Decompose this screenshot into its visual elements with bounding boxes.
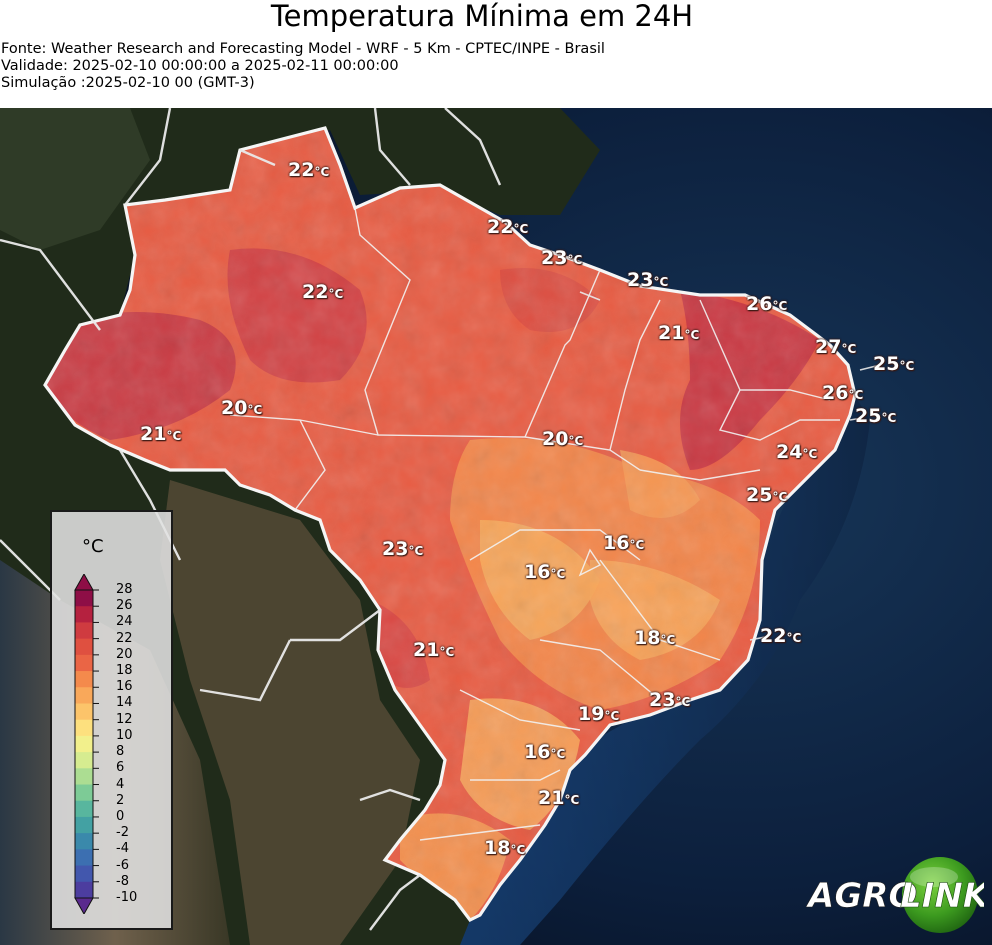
scale-tick-label: -4 bbox=[116, 841, 129, 857]
scale-color-step bbox=[75, 800, 93, 818]
temp-label: 25°C bbox=[873, 353, 915, 375]
color-scale-legend: °C 28 26 24 22 20 18 16 14 12 10 8 6 4 2 0 -2 -4 -6 -8 -10 bbox=[50, 510, 173, 930]
scale-color-step bbox=[75, 703, 93, 721]
scale-tick-label: 22 bbox=[116, 630, 133, 646]
scale-tick-label: 14 bbox=[116, 695, 133, 711]
temp-label: 16°C bbox=[603, 532, 645, 554]
scale-color-step bbox=[75, 865, 93, 883]
scale-color-step bbox=[75, 719, 93, 737]
temp-label: 19°C bbox=[578, 703, 620, 725]
temp-label: 16°C bbox=[524, 741, 566, 763]
scale-color-step bbox=[75, 622, 93, 640]
scale-tick-label: 10 bbox=[116, 727, 133, 743]
scale-color-step bbox=[75, 881, 93, 899]
temp-label: 23°C bbox=[382, 538, 424, 560]
temp-label: 24°C bbox=[776, 441, 818, 463]
scale-tick-label: -2 bbox=[116, 825, 129, 841]
scale-color-step bbox=[75, 849, 93, 867]
temp-label: 23°C bbox=[541, 247, 583, 269]
scale-tick-label: 12 bbox=[116, 711, 133, 727]
temp-label: 22°C bbox=[302, 281, 344, 303]
scale-color-step bbox=[75, 671, 93, 688]
scale-color-step bbox=[75, 606, 93, 623]
scale-color-step bbox=[75, 752, 93, 769]
scale-tick-label: 16 bbox=[116, 679, 133, 695]
scale-tick-label: -6 bbox=[116, 857, 129, 873]
color-scale-bar bbox=[74, 574, 99, 914]
temp-label: 22°C bbox=[288, 159, 330, 181]
temp-label: 21°C bbox=[413, 639, 455, 661]
temp-label: 18°C bbox=[484, 837, 526, 859]
temp-label: 20°C bbox=[221, 397, 263, 419]
temp-label: 22°C bbox=[760, 625, 802, 647]
map-title: Temperatura Mínima em 24H bbox=[270, 0, 694, 33]
scale-tick-label: 8 bbox=[116, 744, 125, 760]
temp-label: 16°C bbox=[524, 561, 566, 583]
validity-line: Validade: 2025-02-10 00:00:00 a 2025-02-… bbox=[1, 58, 399, 74]
scale-color-step bbox=[75, 590, 93, 607]
scale-tick-label: 2 bbox=[116, 792, 125, 808]
temp-label: 27°C bbox=[815, 336, 857, 358]
source-line: Fonte: Weather Research and Forecasting … bbox=[1, 41, 605, 57]
scale-tick-label: 26 bbox=[116, 598, 133, 614]
temp-label: 21°C bbox=[658, 322, 700, 344]
temp-label: 21°C bbox=[140, 423, 182, 445]
temp-label: 21°C bbox=[538, 787, 580, 809]
temp-label: 18°C bbox=[634, 627, 676, 649]
temp-label: 25°C bbox=[855, 405, 897, 427]
scale-tick-label: 28 bbox=[116, 582, 133, 597]
scale-color-step bbox=[75, 768, 93, 786]
scale-color-step bbox=[75, 638, 93, 656]
svg-text:AGRO: AGRO bbox=[806, 876, 917, 916]
scale-tick-label: 24 bbox=[116, 614, 133, 630]
scale-max-arrow bbox=[74, 574, 94, 591]
temp-label: 26°C bbox=[746, 293, 788, 315]
temp-label: 23°C bbox=[627, 269, 669, 291]
simulation-line: Simulação :2025-02-10 00 (GMT-3) bbox=[1, 75, 255, 91]
scale-tick-label: 4 bbox=[116, 776, 125, 792]
scale-color-step bbox=[75, 735, 93, 753]
temp-label: 23°C bbox=[649, 689, 691, 711]
scale-tick-label: 0 bbox=[116, 808, 125, 824]
scale-tick-label: -10 bbox=[116, 890, 138, 905]
scale-min-arrow bbox=[74, 897, 94, 914]
scale-color-step bbox=[75, 654, 93, 672]
temp-label: 26°C bbox=[822, 382, 864, 404]
svg-text:LINK: LINK bbox=[900, 876, 984, 916]
legend-unit-label: °C bbox=[82, 536, 104, 557]
temp-label: 20°C bbox=[542, 428, 584, 450]
scale-frame bbox=[74, 589, 94, 899]
scale-color-step bbox=[75, 816, 93, 834]
temp-label: 22°C bbox=[487, 216, 529, 238]
scale-tick-label: 6 bbox=[116, 760, 125, 776]
scale-color-step bbox=[75, 687, 93, 704]
scale-color-step bbox=[75, 784, 93, 802]
scale-tick-label: 20 bbox=[116, 646, 133, 662]
scale-color-step bbox=[75, 833, 93, 850]
scale-tick-label: 18 bbox=[116, 663, 133, 679]
agrolink-logo: AGRO LINK bbox=[806, 857, 984, 933]
scale-tick-label: -8 bbox=[116, 873, 129, 889]
temp-label: 25°C bbox=[746, 484, 788, 506]
